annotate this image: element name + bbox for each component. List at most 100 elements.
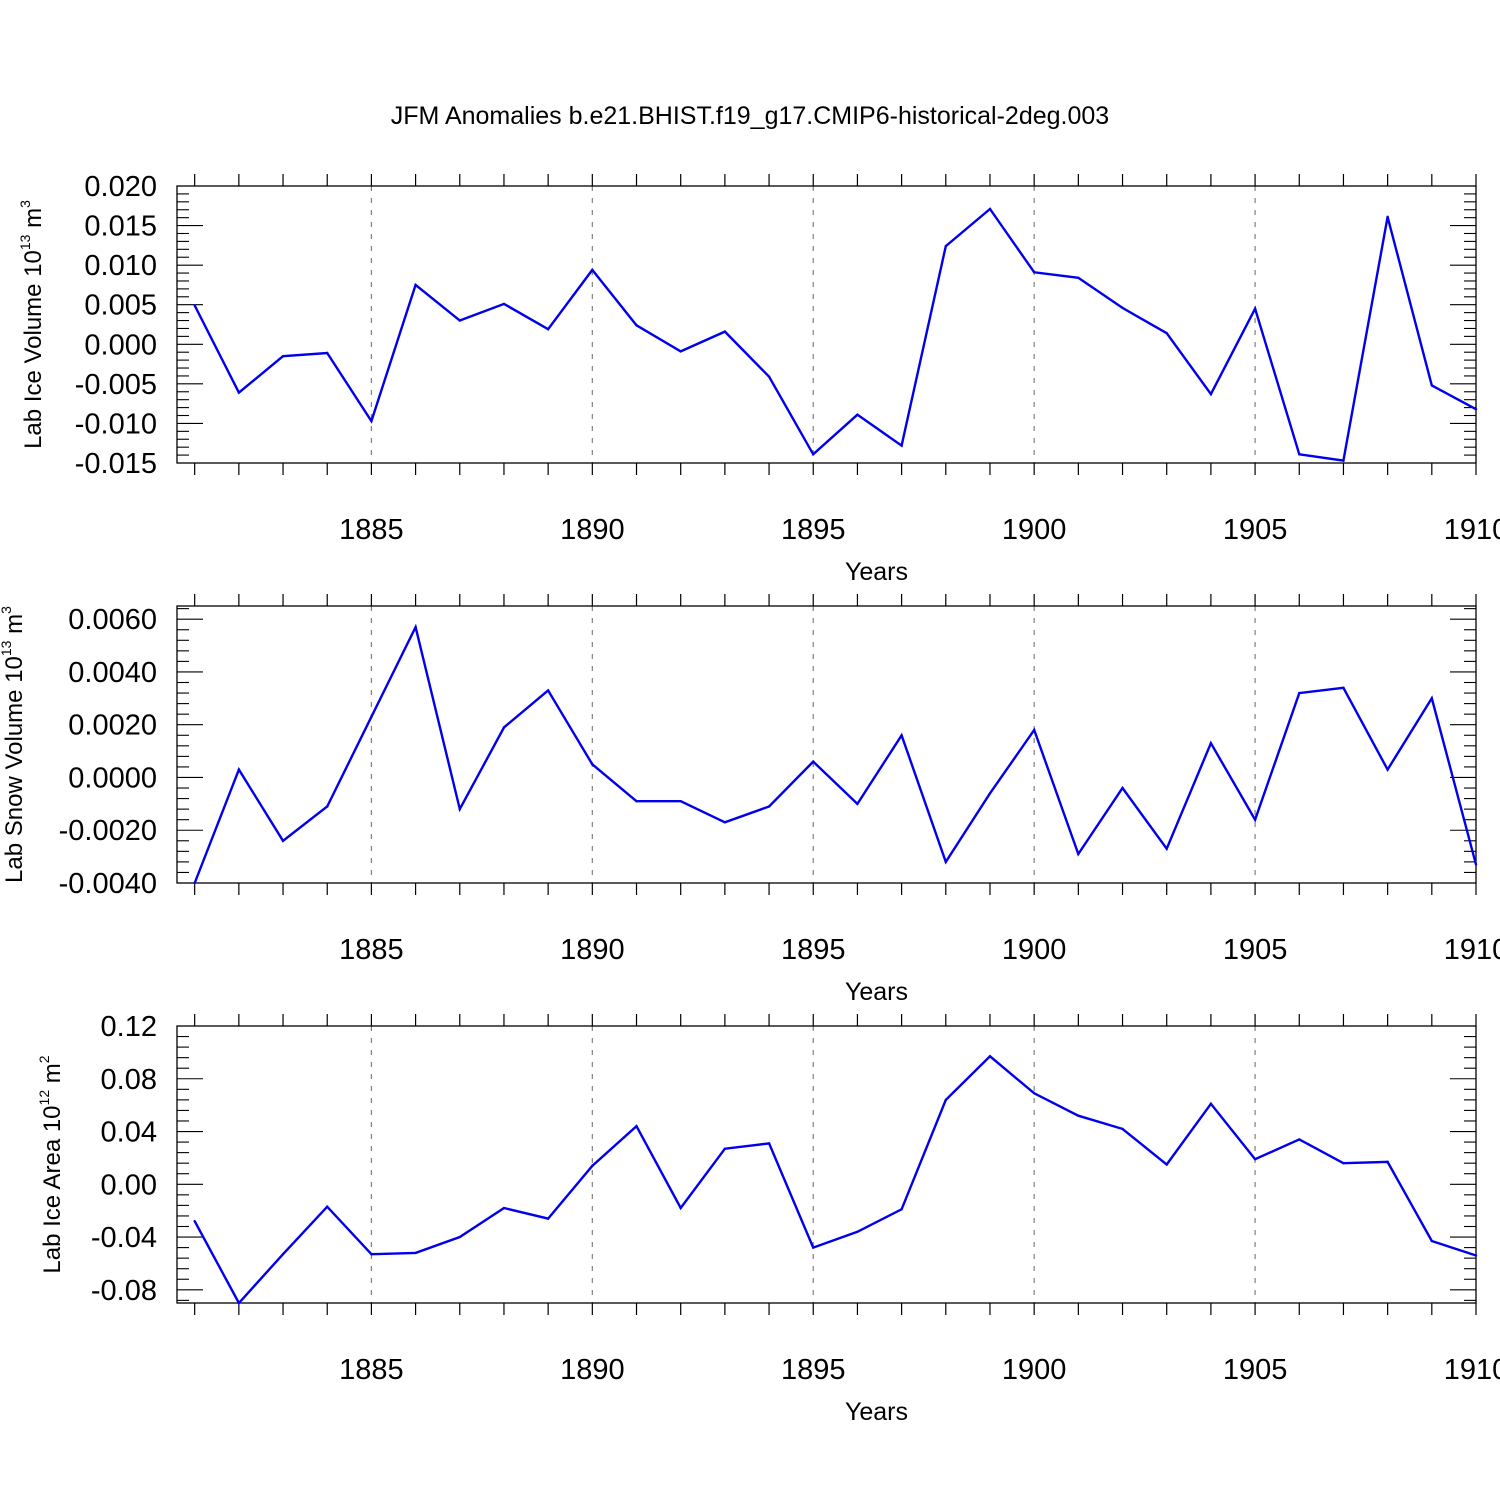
- y-tick-label: 0.0020: [68, 710, 157, 742]
- x-tick-label: 1905: [1223, 514, 1288, 546]
- y-tick-label: 0.04: [101, 1117, 157, 1149]
- panel-1: 0.020 0.015 0.010 0.005 0.000 -0.005 -0.010 -0.…: [17, 171, 1500, 586]
- data-points: [193, 625, 1478, 885]
- data-point: [944, 244, 947, 248]
- data-point: [988, 1055, 992, 1058]
- y-tick-label: -0.0040: [59, 868, 157, 900]
- data-point: [1121, 786, 1124, 790]
- y-tick-label: 0.08: [101, 1064, 157, 1096]
- y-axis-label-unit: m: [1, 614, 28, 641]
- data-point: [281, 354, 285, 358]
- data-point: [812, 760, 815, 763]
- y-tick-label: 0.020: [84, 171, 157, 203]
- data-point: [856, 413, 859, 416]
- data-point: [193, 881, 196, 885]
- y-tick-label: -0.0020: [59, 815, 157, 847]
- data-point: [900, 444, 903, 447]
- y-ticks: [177, 608, 1476, 884]
- y-tick-label: -0.010: [75, 408, 157, 440]
- data-point: [370, 715, 373, 718]
- plot-frame: [176, 1025, 1477, 1304]
- data-point: [591, 1164, 594, 1168]
- data-point: [1209, 741, 1213, 745]
- y-tick-label: -0.015: [75, 448, 157, 480]
- x-tick-label: 1885: [339, 514, 404, 546]
- data-point: [856, 1230, 859, 1233]
- plot-frame: [176, 605, 1477, 884]
- data-point: [546, 689, 550, 692]
- data-point: [326, 805, 329, 808]
- data-point: [1474, 407, 1478, 411]
- data-point: [1342, 459, 1345, 462]
- data-point: [326, 351, 329, 355]
- data-point: [679, 800, 682, 803]
- data-point: [1342, 1161, 1345, 1165]
- data-point: [1253, 1158, 1257, 1161]
- data-point: [635, 800, 638, 803]
- x-tick-label: 1905: [1223, 1354, 1288, 1386]
- x-tick-label: 1910: [1444, 514, 1500, 546]
- x-ticks: [194, 594, 1477, 895]
- x-tick-label: 1910: [1444, 1354, 1500, 1386]
- data-point: [414, 283, 417, 287]
- data-point: [1077, 276, 1080, 280]
- y-axis-label-unit: m: [39, 1063, 66, 1090]
- data-point: [237, 1301, 241, 1305]
- y-axis-label-main: Lab Ice Area 10: [39, 1105, 66, 1273]
- data-point: [1298, 1138, 1301, 1141]
- data-point: [370, 1252, 373, 1256]
- y-axis-label: Lab Ice Volume 1013 m3: [17, 200, 47, 449]
- data-point: [326, 1205, 329, 1208]
- data-point: [944, 1098, 947, 1102]
- y-axis-label-unit-exponent: 2: [36, 1055, 52, 1063]
- data-point: [988, 792, 992, 795]
- y-axis-label-unit-exponent: 3: [17, 200, 33, 208]
- x-tick-label: 1910: [1444, 934, 1500, 966]
- data-point: [723, 330, 727, 333]
- data-point: [1298, 453, 1301, 456]
- x-tick-label: 1895: [781, 514, 846, 546]
- x-tick-label: 1885: [339, 1354, 404, 1386]
- data-point: [1121, 1127, 1124, 1131]
- data-point: [635, 1125, 638, 1128]
- data-point: [1165, 847, 1168, 850]
- x-tick-label: 1895: [781, 1354, 846, 1386]
- x-ticks: [194, 1014, 1477, 1315]
- y-tick-label: -0.04: [91, 1222, 157, 1254]
- y-axis-label-exponent: 12: [36, 1090, 52, 1106]
- x-axis-label: Years: [845, 978, 908, 1006]
- data-point: [1121, 306, 1124, 310]
- series-line: [193, 1054, 1477, 1306]
- y-tick-label: 0.0060: [68, 604, 157, 636]
- y-tick-label: -0.005: [75, 369, 157, 401]
- y-tick-label: 0.005: [84, 290, 157, 322]
- data-point: [591, 268, 594, 272]
- data-point: [502, 1206, 506, 1210]
- x-tick-label: 1900: [1002, 1354, 1067, 1386]
- data-point: [944, 860, 947, 864]
- x-tick-label: 1905: [1223, 934, 1288, 966]
- data-point: [679, 1206, 682, 1210]
- data-point: [1253, 307, 1257, 310]
- x-tick-label: 1895: [781, 934, 846, 966]
- data-point: [900, 734, 903, 737]
- panels: 0.020 0.015 0.010 0.005 0.000 -0.005 -0.010 -0.…: [0, 171, 1500, 1426]
- data-point: [414, 625, 417, 629]
- data-point: [237, 768, 241, 771]
- data-point: [635, 324, 638, 327]
- data-point: [193, 304, 196, 307]
- y-tick-label: 0.000: [84, 329, 157, 361]
- data-point: [546, 1217, 550, 1220]
- data-point: [237, 391, 241, 394]
- y-tick-label: 0.010: [84, 250, 157, 282]
- data-point: [1032, 728, 1036, 732]
- y-tick-label: 0.0000: [68, 762, 157, 794]
- panel-3: 0.12 0.08 0.04 0.00 -0.04 -0.08 1885 1890 1895 19…: [36, 1011, 1500, 1426]
- data-point: [193, 1220, 196, 1223]
- data-point: [1077, 1114, 1080, 1117]
- x-tick-label: 1890: [560, 1354, 625, 1386]
- series-line: [193, 207, 1477, 462]
- y-axis-label-exponent: 13: [17, 234, 33, 250]
- data-point: [502, 726, 506, 729]
